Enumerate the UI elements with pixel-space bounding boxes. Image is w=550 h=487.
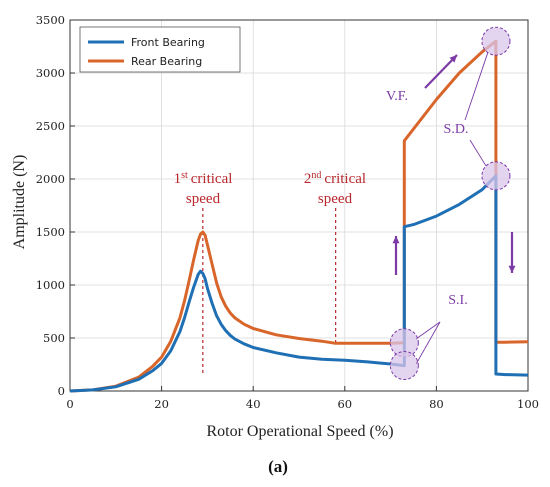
y-tick-label: 2000 xyxy=(36,172,65,186)
annotation-second-critical-speed: speed xyxy=(318,191,353,207)
y-axis-label: Amplitude (N) xyxy=(11,155,28,250)
annotation-first-critical: 1st critical xyxy=(174,170,233,188)
annotation-lines xyxy=(202,208,337,376)
y-tick-label: 1000 xyxy=(36,278,65,292)
annotation-si: S.I. xyxy=(448,293,467,308)
series-line-front-bearing xyxy=(69,174,529,393)
highlight-circles xyxy=(389,26,511,381)
y-tick-label: 2500 xyxy=(36,119,65,133)
arrow-velocity-feedback xyxy=(424,54,458,89)
x-axis-label: Rotor Operational Speed (%) xyxy=(206,423,393,440)
arrow-jump-down-head xyxy=(508,265,516,273)
y-tick-label: 3500 xyxy=(36,13,65,27)
sd-leader-top xyxy=(464,52,489,121)
annotation-second-critical: 2nd critical xyxy=(304,170,366,188)
y-axis: 0 500 1000 1500 2000 2500 3000 3500 xyxy=(36,13,75,398)
x-tick-label: 80 xyxy=(429,397,444,411)
legend-label-rear: Rear Bearing xyxy=(131,55,202,68)
x-tick-label: 60 xyxy=(337,397,352,411)
arrows xyxy=(392,54,516,275)
circle-front-jump xyxy=(389,351,419,381)
x-tick-label: 0 xyxy=(66,397,73,411)
figure-caption: (a) xyxy=(268,457,288,476)
arrow-jump-up-head xyxy=(392,236,400,244)
y-tick-label: 0 xyxy=(58,384,65,398)
sd-leader-bottom xyxy=(469,139,487,167)
legend-box xyxy=(79,26,241,73)
legend: Front Bearing Rear Bearing xyxy=(79,26,241,73)
annotation-sd: S.D. xyxy=(444,122,469,137)
series-lines xyxy=(69,39,529,393)
y-tick-label: 3000 xyxy=(36,66,65,80)
annotation-first-critical-speed: speed xyxy=(186,191,221,207)
annotation-vf: V.F. xyxy=(386,89,408,104)
y-tick-label: 500 xyxy=(43,331,65,345)
x-axis: 0 20 40 60 80 100 xyxy=(66,386,539,411)
circle-front-peak xyxy=(481,161,511,191)
y-tick-label: 1500 xyxy=(36,225,65,239)
si-leader-bottom xyxy=(415,321,441,364)
arrow-velocity-feedback-head xyxy=(449,55,457,63)
x-tick-label: 100 xyxy=(517,397,539,411)
legend-label-front: Front Bearing xyxy=(131,36,205,49)
x-tick-label: 40 xyxy=(246,397,261,411)
plot-area xyxy=(69,19,529,392)
x-tick-label: 20 xyxy=(154,397,169,411)
si-leader-top xyxy=(416,321,441,340)
circle-rear-peak xyxy=(481,26,511,56)
series-line-rear-bearing xyxy=(69,39,529,393)
